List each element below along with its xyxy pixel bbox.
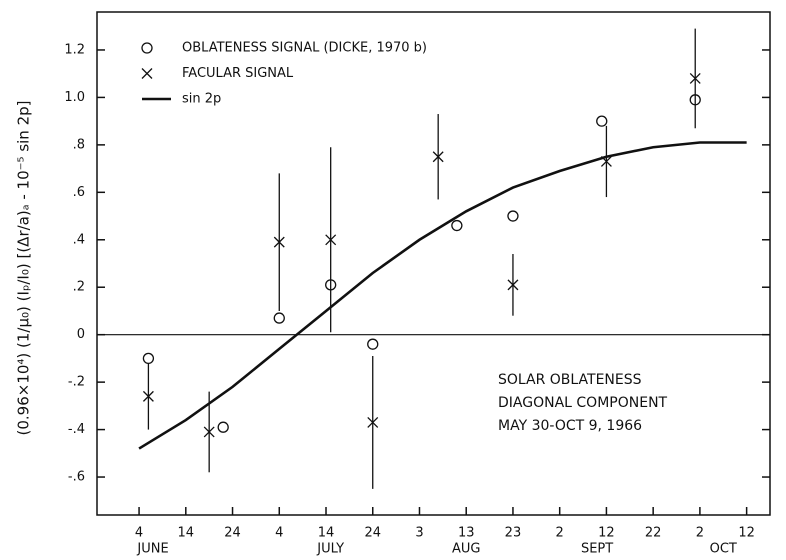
y-tick-label: -.6	[68, 470, 85, 485]
x-tick-label: 22	[645, 526, 662, 541]
x-tick-label: 2	[556, 526, 564, 541]
circle-marker	[273, 312, 285, 324]
circle-marker	[451, 219, 463, 232]
x-marker	[367, 417, 379, 428]
y-tick-label: 1.2	[64, 42, 85, 57]
x-marker	[203, 426, 215, 438]
month-label: JULY	[316, 542, 344, 557]
legend-label: FACULAR SIGNAL	[182, 66, 294, 81]
legend-label: OBLATENESS SIGNAL (DICKE, 1970 b)	[182, 41, 427, 56]
month-label: SEPT	[581, 542, 613, 557]
legend-label: sin 2p	[182, 92, 221, 107]
x-marker	[141, 68, 153, 79]
circle-marker	[596, 115, 608, 127]
y-tick-label: -.2	[68, 375, 85, 390]
x-tick-label: 14	[318, 526, 335, 541]
x-tick-label: 13	[458, 526, 475, 541]
y-tick-label: .6	[73, 185, 85, 200]
y-tick-label: 0	[77, 327, 85, 342]
x-tick-label: 12	[598, 526, 615, 541]
month-label: AUG	[452, 542, 480, 557]
x-tick-label: 3	[415, 526, 423, 541]
x-marker	[432, 151, 444, 163]
x-tick-label: 4	[275, 526, 283, 541]
y-axis-label: (0.96×10⁴) (1/μ₀) (Iₚ/I₀) [(Δr/a)ₐ - 10⁻…	[15, 101, 33, 436]
annotation: DIAGONAL COMPONENT	[498, 395, 668, 411]
circle-marker	[367, 338, 379, 350]
x-tick-label: 12	[738, 526, 755, 541]
x-marker	[689, 72, 701, 84]
x-tick-label: 23	[505, 526, 522, 541]
month-label: JUNE	[136, 542, 168, 557]
x-tick-label: 24	[364, 526, 381, 541]
circle-marker	[142, 352, 155, 365]
y-tick-label: .8	[73, 137, 85, 152]
y-tick-label: -.4	[68, 422, 85, 437]
x-marker	[507, 279, 519, 291]
x-marker	[273, 236, 285, 248]
x-tick-label: 2	[696, 526, 704, 541]
annotation: SOLAR OBLATENESS	[498, 372, 642, 388]
x-tick-label: 24	[224, 526, 241, 541]
annotation: MAY 30-OCT 9, 1966	[498, 418, 642, 434]
x-tick-label: 14	[178, 526, 195, 541]
circle-marker	[507, 210, 519, 222]
y-tick-label: .4	[73, 232, 85, 247]
circle-marker	[217, 421, 229, 433]
sin-curve	[138, 141, 747, 450]
plot-frame	[96, 11, 771, 516]
month-label: OCT	[710, 542, 737, 557]
y-tick-label: .2	[73, 280, 85, 295]
x-marker	[325, 234, 337, 246]
x-marker	[142, 390, 154, 402]
x-tick-label: 4	[135, 526, 143, 541]
circle-marker	[141, 42, 153, 54]
y-tick-label: 1.0	[64, 90, 85, 105]
